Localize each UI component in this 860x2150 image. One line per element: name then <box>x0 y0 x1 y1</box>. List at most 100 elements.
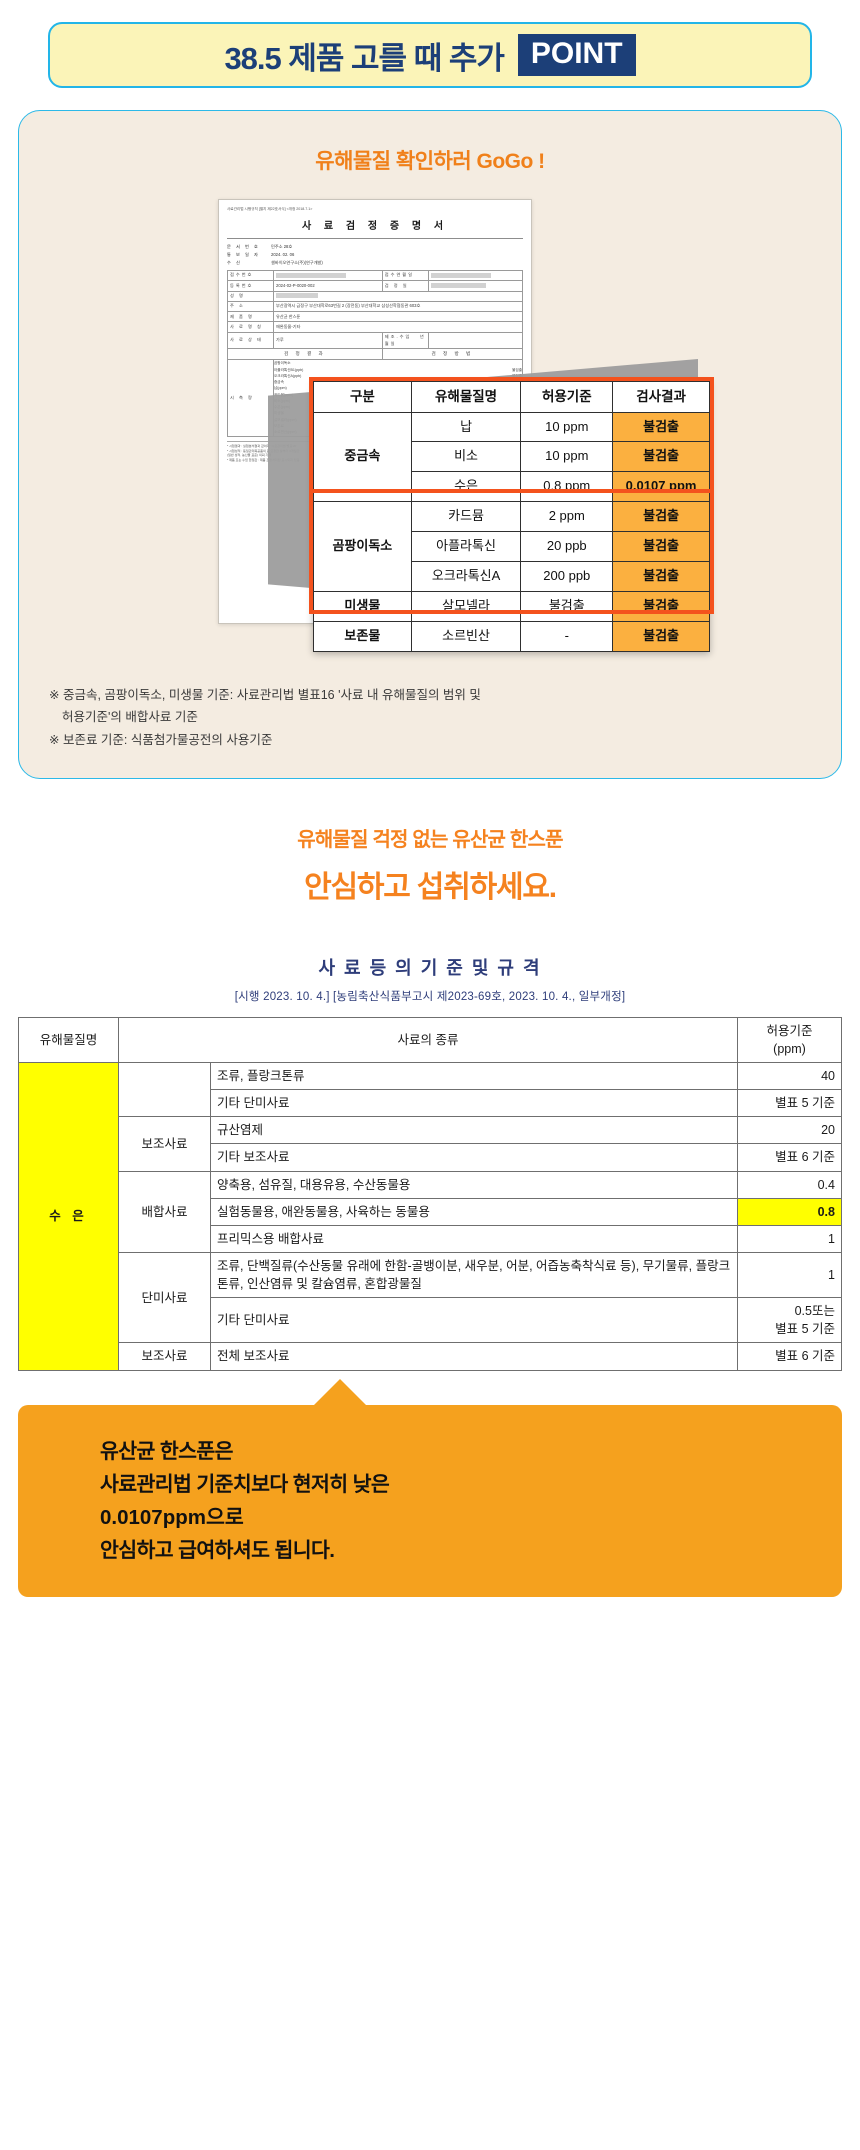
reg-kind: 기타 단미사료 <box>210 1297 738 1344</box>
result-table: 구분 유해물질명 허용기준 검사결과 중금속 납 10 ppm 불검출 비소 1… <box>313 381 710 653</box>
header-banner: 38.5 제품 고를 때 추가 POINT <box>48 22 812 88</box>
mid-subheading: 유해물질 걱정 없는 유산균 한스푼 <box>297 828 563 851</box>
certificate-meta-row: 수 신 셀바이오연구소(주)(연구개발) <box>227 259 523 267</box>
regulation-table: 유해물질명 사료의 종류 허용기준 (ppm) 수 은 조류, 플랑크톤류 40… <box>18 1016 842 1371</box>
reg-limit: 1 <box>737 1224 842 1253</box>
mid-headings: 유해물질 걱정 없는 유산균 한스푼 안심하고 섭취하세요. <box>0 779 860 906</box>
banner-title: 38.5 제품 고를 때 추가 <box>224 40 504 76</box>
cert-cell-value <box>427 331 524 350</box>
table-row: 등록번호 2024-02-P-0020-002 검 정 일 <box>227 280 524 292</box>
reg-substance-cell: 수 은 <box>18 1062 119 1371</box>
footnote-line: ※ 보존료 기준: 식품첨가물공전의 사용기준 <box>49 732 273 747</box>
callout-arrow-icon <box>310 1378 370 1409</box>
cert-footnote: * 시험성적 : 동일관리목공품의 표 요청한 날부터 3개월간 <box>227 448 300 453</box>
table-row: 사 료 명 칭 애완동물-기타 <box>227 321 523 333</box>
result-substance: 비소 <box>410 441 522 473</box>
table-row: 접수번호 접수연월일 <box>227 269 524 282</box>
result-value: 불검출 <box>612 411 710 443</box>
result-col-limit: 허용기준 <box>520 381 614 413</box>
result-group-cell: 보존물 <box>313 621 412 653</box>
certificate-divider <box>227 238 523 239</box>
table-row: 곰팡이독소 카드뮴 2 ppm 불검출 <box>313 501 710 593</box>
cert-cell-label: 등록번호 <box>227 280 274 292</box>
result-value: 0.0107 ppm <box>612 471 710 503</box>
result-limit: 20 ppb <box>520 531 614 563</box>
table-row: 기타 보조사료 별표 6 기준 <box>19 1143 842 1172</box>
cert-side-group: 시 측 량 <box>227 359 274 437</box>
reg-limit-line1: 0.5또는 <box>794 1304 835 1319</box>
regulation-section: 사 료 등 의 기 준 및 규 격 [시행 2023. 10. 4.] [농림축… <box>0 906 860 1371</box>
reg-kind: 조류, 플랑크톤류 <box>210 1061 738 1091</box>
reg-col-limit: 허용기준 (ppm) <box>737 1016 842 1064</box>
reg-kind: 기타 단미사료 <box>210 1089 738 1118</box>
result-substance: 오크라톡신A <box>410 561 522 593</box>
cert-cell-value: 2024-02-P-0020-002 <box>273 280 383 292</box>
table-row: 비소 10 ppm 불검출 <box>314 441 710 473</box>
reg-limit: 40 <box>737 1061 842 1091</box>
callout-line-1: 유산균 한스푼은 <box>100 1439 234 1463</box>
table-header-row: 유해물질명 사료의 종류 허용기준 (ppm) <box>18 1016 842 1064</box>
result-col-substance: 유해물질명 <box>410 381 522 413</box>
reg-limit-line2: 별표 5 기준 <box>775 1322 835 1337</box>
table-row: 사 료 상 태 가루 제조.수입 년월일 <box>227 331 524 350</box>
reg-limit: 별표 6 기준 <box>737 1342 842 1371</box>
cert-cell-value: 유산균 한스푼 <box>273 311 523 323</box>
result-limit: 10 ppm <box>520 441 614 473</box>
cert-meta-label: 수 신 <box>227 259 242 265</box>
result-value: 불검출 <box>612 501 710 533</box>
certificate-area: 사료관리법 시행규칙 [별지 제22호서식] <개정 2018.7.1> 사 료… <box>150 199 714 669</box>
reg-col-kind: 사료의 종류 <box>118 1016 738 1064</box>
certificate-meta-row: 통 보 일 자 2024. 02. 06 <box>227 251 523 259</box>
cert-cell-label: 검 정 일 <box>381 280 429 292</box>
result-value: 불검출 <box>612 531 710 563</box>
result-substance: 수은 <box>410 471 522 503</box>
result-substance: 카드뮴 <box>410 501 522 533</box>
cert-meta-label: 문 서 번 호 <box>227 244 260 249</box>
table-row: 배합사료 양축용, 섬유질, 대용유용, 수산동물용 0.4 <box>19 1170 842 1253</box>
result-group-cell: 중금속 <box>313 411 412 503</box>
table-row: 보조사료 전체 보조사료 별표 6 기준 <box>19 1342 842 1371</box>
reg-limit: 0.5또는 별표 5 기준 <box>737 1297 842 1344</box>
cert-meta-value: 셀바이오연구소(주)(연구개발) <box>271 259 323 265</box>
reg-kind: 실험동물용, 애완동물용, 사육하는 동물용 <box>210 1197 738 1226</box>
certificate-meta-row: 문 서 번 호 민주소 28호 <box>227 243 523 251</box>
callout-box: 유산균 한스푼은 사료관리법 기준치보다 현저히 낮은 0.0107ppm으로 … <box>18 1404 842 1598</box>
regulation-title: 사 료 등 의 기 준 및 규 격 <box>318 957 542 978</box>
table-row: 제 품 명 유산균 한스푼 <box>227 311 523 323</box>
table-row: 프리믹스용 배합사료 1 <box>19 1224 842 1253</box>
reg-category: 보조사료 <box>118 1116 211 1172</box>
reg-kind: 규산염제 <box>210 1116 738 1145</box>
reg-kind: 조류, 단백질류(수산동물 유래에 한함-골뱅이분, 새우분, 어분, 어즙농축… <box>210 1251 738 1299</box>
result-limit: - <box>520 621 614 653</box>
redacted-box <box>276 272 346 278</box>
cert-footnote: * 시험결과 : 실험분석결과 값이며 "시료관리법 별표16" <box>227 443 297 448</box>
callout-line-3: 0.0107ppm으로 <box>100 1505 244 1529</box>
reg-limit-highlighted: 0.8 <box>737 1197 842 1226</box>
table-row: 중금속 납 10 ppm 불검출 <box>313 411 710 503</box>
table-row: 미생물 살모넬라 불검출 불검출 <box>313 591 710 623</box>
list-item: 곰팡이독소 <box>274 361 291 366</box>
result-substance: 소르빈산 <box>410 621 522 653</box>
reg-limit: 별표 6 기준 <box>737 1143 842 1172</box>
result-limit: 0.8 ppm <box>520 471 614 503</box>
header-banner-wrap: 38.5 제품 고를 때 추가 POINT <box>0 0 860 88</box>
regulation-meta: [시행 2023. 10. 4.] [농림축산식품부고시 제2023-69호, … <box>234 990 626 1003</box>
cert-cell-label: 사 료 상 태 <box>227 331 274 350</box>
certificate-heading: 사 료 검 정 증 명 서 <box>301 221 449 232</box>
table-row: 아플라톡신 20 ppb 불검출 <box>314 531 710 563</box>
reg-col-substance: 유해물질명 <box>18 1016 119 1064</box>
cert-footnote: * 제품 또는 수입 한정값 : 제품 조정처리된 표시되지 있음 <box>227 458 300 463</box>
table-row: 성 명 <box>227 290 523 302</box>
beige-card: 유해물질 확인하러 GoGo ! 사료관리법 시행규칙 [별지 제22호서식] … <box>18 110 842 779</box>
result-group-cell: 곰팡이독소 <box>313 501 412 593</box>
table-row: 주 소 부산광역시 금정구 부산대학로63번길 2 (장전동) 부산대학교 삼성… <box>227 300 523 313</box>
reg-limit: 1 <box>737 1251 842 1299</box>
cert-cell-label: 사 료 명 칭 <box>227 321 274 333</box>
footnotes: ※ 중금속, 곰팡이독소, 미생물 기준: 사료관리법 별표16 '사료 내 유… <box>45 685 815 750</box>
result-limit: 200 ppb <box>520 561 614 593</box>
result-limit: 2 ppm <box>520 501 614 533</box>
result-substance: 살모넬라 <box>410 591 522 623</box>
beige-card-wrap: 유해물질 확인하러 GoGo ! 사료관리법 시행규칙 [별지 제22호서식] … <box>0 88 860 779</box>
result-value: 불검출 <box>612 591 710 623</box>
cert-cell-value: 부산광역시 금정구 부산대학로63번길 2 (장전동) 부산대학교 삼성산학협동… <box>273 300 523 313</box>
